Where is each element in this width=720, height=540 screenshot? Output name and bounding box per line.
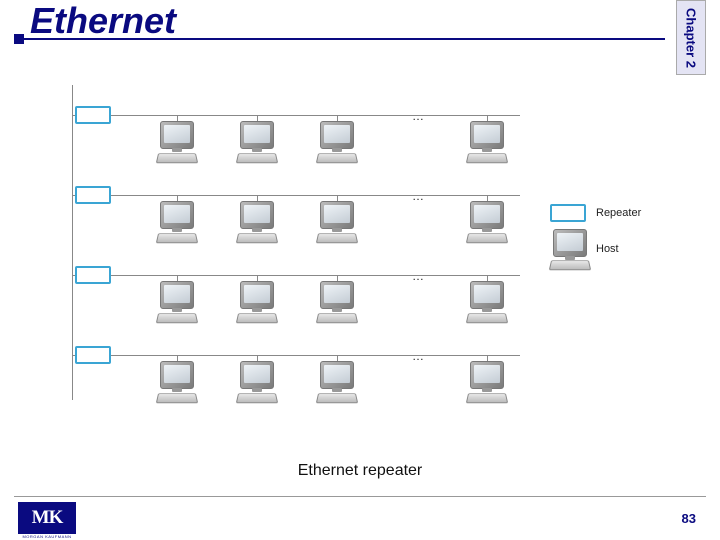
host-icon (312, 275, 362, 330)
repeater-icon (75, 186, 111, 204)
ethernet-segment: … (72, 165, 520, 245)
legend: Repeater Host (550, 195, 641, 267)
host-icon (462, 275, 512, 330)
segment-line (72, 275, 520, 276)
repeater-icon (75, 266, 111, 284)
repeater-icon (75, 106, 111, 124)
host-icon (462, 355, 512, 410)
legend-label: Repeater (596, 207, 641, 219)
chapter-label: Chapter 2 (684, 8, 699, 68)
host-icon (152, 195, 202, 250)
host-icon (152, 355, 202, 410)
repeater-icon (75, 346, 111, 364)
header-bullet-icon (14, 34, 24, 44)
host-icon (232, 275, 282, 330)
repeater-icon (550, 204, 586, 222)
publisher-logo-icon: MK (18, 502, 76, 534)
ethernet-segment: … (72, 325, 520, 405)
chapter-tab: Chapter 2 (676, 0, 706, 75)
page-title: Ethernet (30, 0, 176, 42)
network-diagram: Repeater Host ………… (60, 75, 630, 445)
page-number: 83 (682, 511, 696, 526)
footer-rule (14, 496, 706, 497)
figure-caption: Ethernet repeater (0, 462, 720, 480)
ellipsis: … (412, 189, 424, 203)
host-icon (152, 275, 202, 330)
ethernet-segment: … (72, 245, 520, 325)
ellipsis: … (412, 269, 424, 283)
host-icon (462, 115, 512, 170)
host-icon (232, 355, 282, 410)
slide-footer: MK MORGAN KAUFMANN 83 (0, 496, 720, 540)
host-icon (232, 115, 282, 170)
slide-header: Ethernet (0, 0, 720, 48)
legend-label: Host (596, 243, 619, 255)
host-icon (312, 195, 362, 250)
host-icon (312, 355, 362, 410)
segment-line (72, 115, 520, 116)
legend-item-repeater: Repeater (550, 195, 641, 231)
host-icon (232, 195, 282, 250)
ethernet-segment: … (72, 85, 520, 165)
segment-line (72, 195, 520, 196)
host-icon (462, 195, 512, 250)
host-icon (550, 229, 590, 269)
host-icon (152, 115, 202, 170)
segment-line (72, 355, 520, 356)
ellipsis: … (412, 349, 424, 363)
legend-item-host: Host (550, 231, 641, 267)
host-icon (312, 115, 362, 170)
publisher-name: MORGAN KAUFMANN (18, 534, 76, 539)
ellipsis: … (412, 109, 424, 123)
